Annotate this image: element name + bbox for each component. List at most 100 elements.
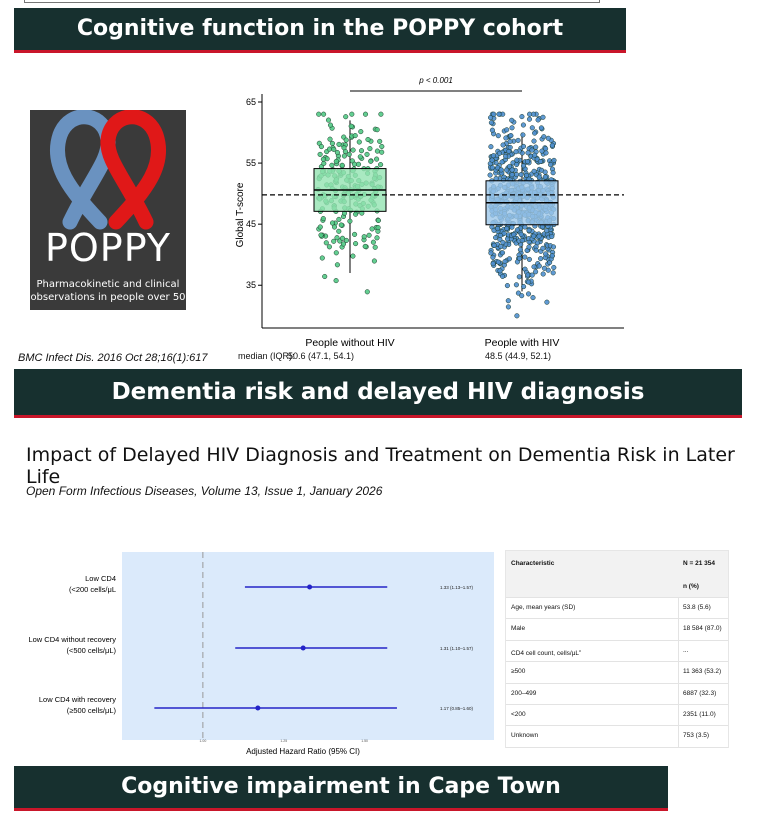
data-point [319, 255, 325, 261]
data-point [331, 238, 337, 244]
table-cell-characteristic: 200–499 [511, 689, 537, 697]
data-point [333, 250, 339, 256]
data-point [343, 237, 349, 243]
table-cell-value: 11 363 (53.2) [683, 668, 722, 676]
data-point [514, 157, 520, 163]
table-subheader-row: n (%) [506, 577, 728, 598]
y-tick-label: 45 [246, 219, 256, 229]
hr-point [307, 584, 313, 590]
data-point [326, 244, 332, 250]
data-point [378, 111, 384, 117]
data-point [507, 144, 513, 150]
data-point [526, 279, 532, 285]
data-point [339, 235, 346, 241]
data-point [525, 150, 531, 156]
data-point [496, 150, 503, 156]
data-point [352, 231, 358, 237]
data-point [329, 140, 335, 146]
data-point [487, 172, 493, 178]
data-point [548, 162, 554, 168]
data-point [357, 154, 363, 160]
y-tick-label: 35 [246, 280, 256, 290]
data-point [526, 256, 532, 262]
data-point [331, 224, 338, 230]
data-point [341, 153, 347, 159]
data-point [538, 256, 544, 262]
data-point [509, 125, 515, 131]
data-point [530, 295, 536, 301]
logo-subtitle-line2: observations in people over 50 [30, 292, 186, 303]
data-point [353, 211, 359, 217]
data-point [343, 114, 349, 120]
data-point [499, 159, 505, 165]
data-point [355, 161, 362, 167]
data-point [362, 111, 369, 117]
data-point [317, 224, 323, 230]
data-point [509, 167, 515, 173]
y-tick-label: 55 [246, 158, 256, 168]
data-point [375, 217, 381, 224]
data-point [490, 261, 496, 267]
data-point [529, 272, 535, 278]
data-point [511, 231, 517, 238]
data-point [535, 117, 541, 123]
data-point [540, 114, 546, 120]
data-point [551, 264, 557, 271]
hr-text: 1.31 (1.10–1.57) [440, 646, 474, 651]
table-cell-value: 753 (3.5) [683, 732, 710, 740]
data-point [518, 172, 524, 178]
data-point [338, 222, 344, 228]
data-point [543, 146, 549, 152]
data-point [488, 144, 494, 150]
data-point [493, 235, 499, 241]
hr-point [255, 705, 261, 711]
data-point [544, 299, 550, 305]
section-banner-dementia: Dementia risk and delayed HIV diagnosis [14, 369, 742, 418]
data-point [364, 151, 370, 157]
data-point [540, 245, 546, 251]
data-point [540, 271, 546, 277]
data-point [536, 174, 542, 180]
data-point [536, 263, 542, 269]
row-label-sub: (<200 cells/μL [69, 585, 116, 594]
data-point [541, 134, 547, 140]
data-point [320, 156, 326, 162]
data-point [515, 137, 521, 143]
data-point [526, 116, 533, 122]
data-point [550, 244, 557, 250]
x-axis-title: Adjusted Hazard Ratio (95% CI) [246, 747, 360, 756]
data-point [372, 244, 378, 250]
data-point [533, 269, 539, 275]
data-point [499, 250, 506, 256]
data-point [537, 158, 543, 165]
data-point [333, 278, 339, 284]
table-row: ≥500 11 363 (53.2) [506, 661, 728, 684]
y-tick-label: 65 [246, 97, 256, 107]
data-point [362, 243, 368, 249]
data-point [350, 147, 356, 153]
data-point [519, 237, 525, 244]
data-point [334, 150, 340, 156]
data-point [513, 149, 519, 155]
row-label-sub: (≥500 cells/μL) [67, 706, 117, 715]
data-point [327, 136, 333, 142]
data-point [519, 114, 525, 120]
row-label: Low CD4 [85, 574, 116, 583]
characteristics-table: Characteristic N = 21 354 n (%) Age, mea… [505, 550, 729, 748]
data-point [323, 240, 329, 246]
data-point [542, 169, 548, 175]
data-point [340, 241, 347, 247]
table-header-npct: n (%) [683, 583, 699, 590]
plot-background [122, 552, 494, 740]
data-point [503, 135, 509, 141]
slide-top-frame [24, 0, 600, 3]
table-cell-characteristic: Age, mean years (SD) [511, 604, 576, 611]
data-point [516, 255, 523, 261]
data-point [550, 270, 556, 276]
data-point [542, 174, 548, 180]
data-point [526, 227, 532, 233]
data-point [491, 111, 497, 117]
data-point [504, 167, 510, 173]
y-axis-title: Global T-score [235, 182, 246, 247]
data-point [488, 250, 494, 256]
